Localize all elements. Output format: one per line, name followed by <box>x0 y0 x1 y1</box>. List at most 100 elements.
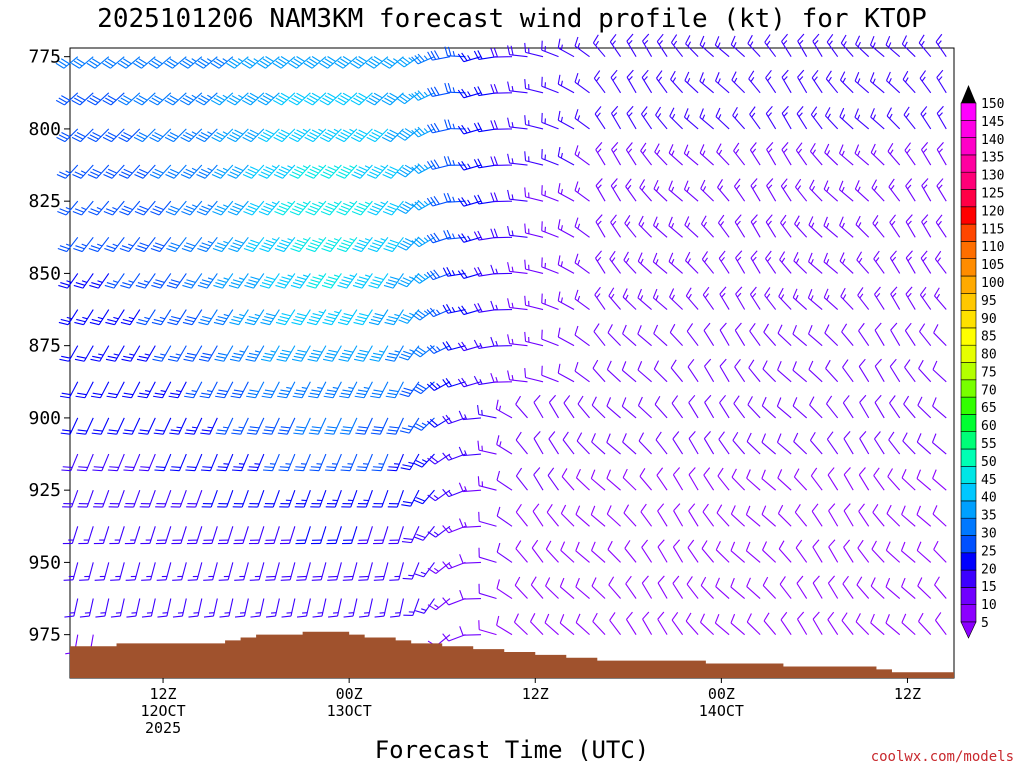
wind-barb-shaft <box>701 223 715 238</box>
wind-barb-shaft <box>855 224 870 238</box>
wind-barb <box>687 358 699 383</box>
x-tick-label: 12Z <box>894 685 921 703</box>
wind-barb <box>306 273 327 289</box>
wind-barb-flag <box>414 128 422 136</box>
wind-barb <box>442 597 466 606</box>
wind-barb-flag <box>295 315 305 320</box>
wind-barb <box>89 273 110 289</box>
wind-barb-flag <box>207 426 213 429</box>
wind-barb-flag <box>735 286 743 295</box>
wind-barb-shaft <box>531 547 544 563</box>
wind-barb <box>262 453 280 472</box>
wind-barb-shaft <box>901 514 916 527</box>
wind-barb-flag <box>388 352 399 356</box>
wind-barb <box>490 264 513 275</box>
colorbar-label: 115 <box>981 222 1004 237</box>
wind-barb-shaft <box>779 583 792 599</box>
wind-barb-flag <box>870 143 876 153</box>
wind-barb-flag <box>98 353 104 356</box>
wind-barb <box>413 489 435 505</box>
wind-barb-flag <box>215 395 225 399</box>
colorbar-label: 110 <box>981 240 1004 255</box>
wind-barb-shaft <box>87 526 94 544</box>
wind-barb-flag <box>938 76 943 81</box>
wind-barb-flag <box>430 160 437 169</box>
wind-barb-flag <box>457 125 465 135</box>
wind-barb <box>137 381 156 399</box>
wind-barb-flag <box>624 215 631 224</box>
wind-barb-flag <box>808 360 814 370</box>
wind-barb-shaft <box>256 453 265 471</box>
wind-barb-shaft <box>858 474 870 491</box>
wind-barb-flag <box>430 196 437 206</box>
wind-barb-flag <box>417 163 426 171</box>
wind-barb <box>309 453 327 472</box>
wind-barb <box>515 431 528 455</box>
colorbar-swatch <box>960 223 977 242</box>
wind-barb-flag <box>529 613 536 622</box>
wind-barb <box>764 34 777 58</box>
wind-barb-flag <box>828 76 832 82</box>
wind-barb-shaft <box>148 489 156 508</box>
wind-barb-flag <box>275 97 285 104</box>
wind-barb-flag <box>448 454 453 460</box>
wind-barb <box>275 273 296 289</box>
wind-barb-flag <box>493 83 499 94</box>
wind-barb-flag <box>496 615 500 626</box>
colorbar-swatch <box>960 154 977 173</box>
wind-barb <box>811 69 823 94</box>
wind-barb-flag <box>57 247 67 253</box>
wind-barb-shaft <box>873 475 885 491</box>
wind-barb-flag <box>625 142 633 151</box>
wind-barb-shaft <box>541 121 559 130</box>
wind-barb-flag <box>591 577 597 587</box>
wind-barb-flag <box>394 350 400 353</box>
wind-barb-flag <box>794 215 800 225</box>
wind-barb-flag <box>575 505 581 515</box>
wind-barb-flag <box>372 315 383 320</box>
wind-barb <box>761 469 777 491</box>
wind-barb-flag <box>736 256 742 262</box>
wind-barb <box>60 417 79 435</box>
wind-barb-flag <box>461 233 468 242</box>
wind-barb-flag <box>383 247 393 253</box>
wind-barb <box>873 250 885 274</box>
wind-barb-flag <box>687 41 692 47</box>
wind-barb-flag <box>170 205 180 211</box>
wind-barb-flag <box>196 173 206 179</box>
wind-barb-flag <box>335 173 345 179</box>
wind-barb-shaft <box>905 257 916 274</box>
wind-barb <box>496 506 513 527</box>
wind-barb-shaft <box>116 453 125 471</box>
wind-barb-flag <box>700 179 706 189</box>
wind-barb-flag <box>507 298 511 308</box>
wind-barb <box>56 128 79 143</box>
wind-barb-flag <box>336 210 346 216</box>
wind-barb-flag <box>389 92 399 99</box>
wind-barb-shaft <box>826 403 839 419</box>
wind-barb-shaft <box>269 345 280 362</box>
wind-barb-shaft <box>874 438 885 455</box>
wind-barb-flag <box>402 167 411 173</box>
wind-barb-flag <box>386 355 397 359</box>
wind-barb <box>625 178 637 202</box>
wind-barb-flag <box>367 247 378 253</box>
wind-barb-flag <box>90 171 100 177</box>
wind-barb-flag <box>248 466 259 468</box>
wind-barb-flag <box>347 463 353 465</box>
wind-barb-flag <box>719 322 727 331</box>
wind-barb-shaft <box>212 598 218 617</box>
wind-barb-flag <box>640 222 645 228</box>
wind-barb-flag <box>207 390 213 393</box>
wind-barb <box>398 309 420 324</box>
wind-barb-flag <box>577 295 581 302</box>
wind-barb-shaft <box>541 49 559 58</box>
wind-barb-flag <box>373 56 383 62</box>
wind-barb-shaft <box>593 331 606 347</box>
wind-barb-shaft <box>336 598 342 617</box>
wind-barb-flag <box>91 395 101 399</box>
wind-barb <box>59 345 79 362</box>
wind-barb-flag <box>312 276 322 281</box>
wind-barb-shaft <box>509 90 528 94</box>
wind-barb <box>88 236 110 253</box>
